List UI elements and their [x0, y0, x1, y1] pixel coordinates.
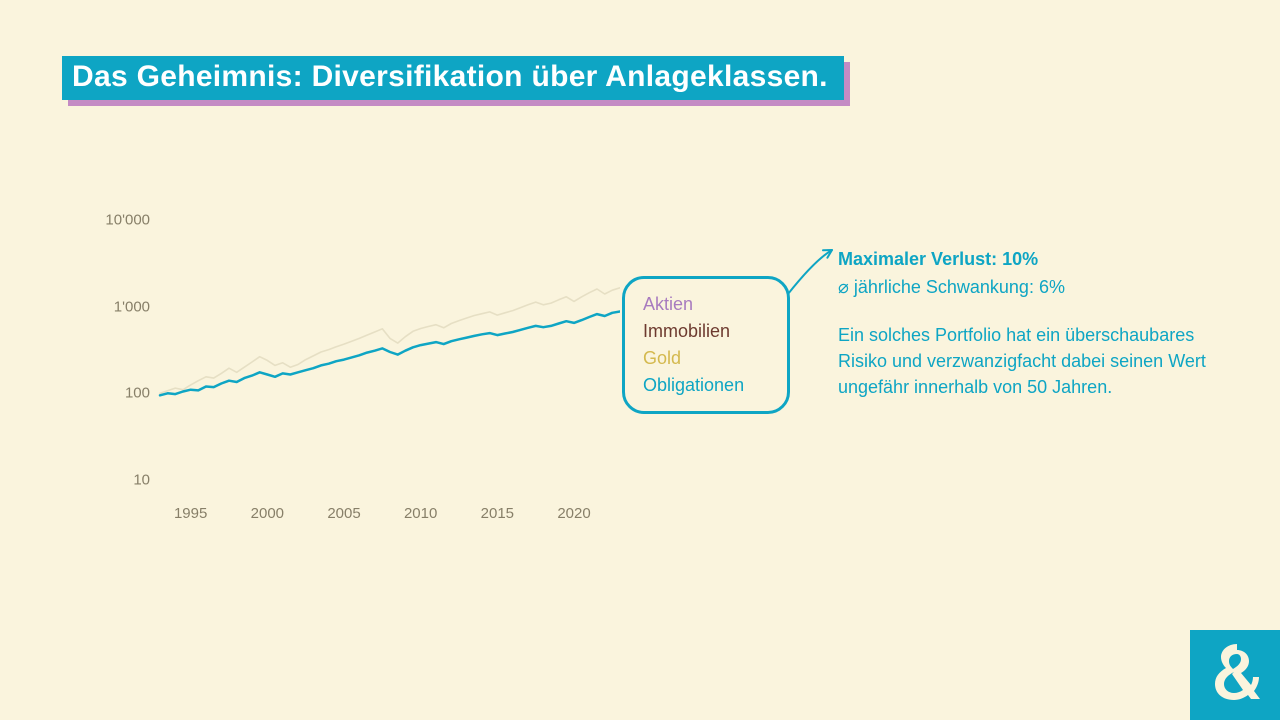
page-title-block: Das Geheimnis: Diversifikation über Anla…: [62, 56, 844, 100]
diversification-chart: 101001'00010'000199520002005201020152020: [80, 220, 620, 530]
annotation-subline: ⌀ jährliche Schwankung: 6%: [838, 274, 1218, 300]
legend-item: Gold: [643, 348, 769, 369]
annotation-body: Ein solches Portfolio hat ein überschaub…: [838, 322, 1218, 400]
y-axis-label: 100: [125, 385, 150, 402]
x-axis-label: 1995: [174, 505, 207, 522]
x-axis-label: 2005: [327, 505, 360, 522]
x-axis-label: 2010: [404, 505, 437, 522]
chart-svg: [80, 220, 620, 530]
x-axis-label: 2020: [557, 505, 590, 522]
brand-logo-icon: [1207, 644, 1263, 706]
legend-item: Obligationen: [643, 375, 769, 396]
legend-item: Aktien: [643, 294, 769, 315]
annotation-headline: Maximaler Verlust: 10%: [838, 246, 1218, 272]
y-axis-label: 1'000: [114, 298, 150, 315]
asset-class-legend: Aktien Immobilien Gold Obligationen: [622, 276, 790, 414]
page-title: Das Geheimnis: Diversifikation über Anla…: [62, 56, 844, 100]
y-axis-label: 10'000: [105, 212, 150, 229]
brand-logo-tile: [1190, 630, 1280, 720]
legend-item: Immobilien: [643, 321, 769, 342]
annotation-block: Maximaler Verlust: 10% ⌀ jährliche Schwa…: [838, 246, 1218, 400]
x-axis-label: 2015: [481, 505, 514, 522]
x-axis-label: 2000: [251, 505, 284, 522]
y-axis-label: 10: [133, 472, 150, 489]
